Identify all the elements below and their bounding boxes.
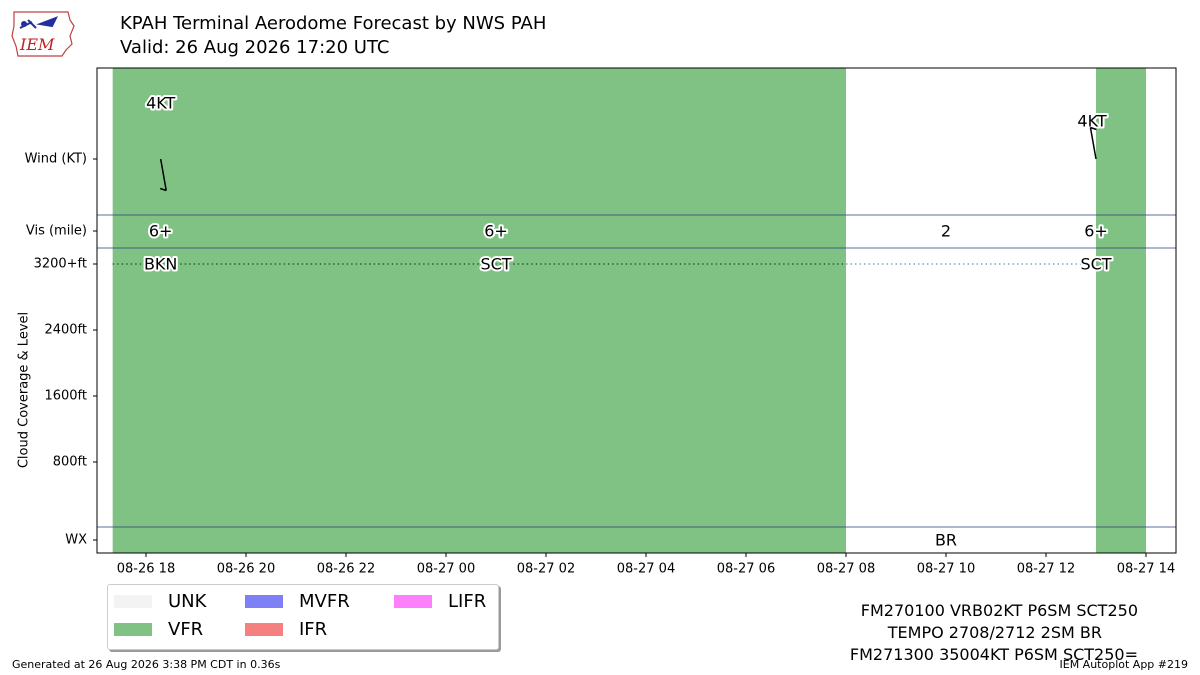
legend-swatch-mvfr — [245, 594, 283, 608]
wind-label: 4KT — [1077, 112, 1106, 131]
legend-swatch-lifr — [394, 594, 432, 608]
legend-label-vfr: VFR — [168, 618, 204, 640]
y-tick-label: 2400ft — [44, 323, 87, 338]
vis-label: 6+ — [484, 222, 508, 241]
legend-swatch-unk — [114, 594, 152, 608]
x-tick-label: 08-27 06 — [717, 562, 775, 577]
x-tick-label: 08-27 00 — [417, 562, 475, 577]
wind-barb — [159, 158, 167, 191]
legend-label-unk: UNK — [168, 590, 207, 612]
y-axis: Wind (KT) Vis (mile) WX 3200+ft 2400ft 1600ft… — [17, 152, 97, 548]
legend-item-vfr: VFR — [114, 618, 203, 640]
taf-line: FM270100 VRB02KT P6SM SCT250 — [860, 601, 1138, 620]
legend-label-lifr: LIFR — [448, 590, 487, 612]
footer-app: IEM Autoplot App #219 — [1059, 658, 1189, 671]
vis-label: 2 — [941, 222, 951, 241]
wind-barb-flag — [1090, 126, 1097, 131]
chart-title: KPAH Terminal Aerodome Forecast by NWS P… — [120, 13, 547, 34]
legend: UNK VFR MVFR IFR LIFR — [107, 584, 499, 650]
plot-frame — [96, 67, 1177, 554]
x-axis: 08-26 18 08-26 20 08-26 22 08-27 00 08-27 02… — [117, 553, 1175, 577]
y-tick-label: Vis (mile) — [26, 224, 87, 239]
x-tick-label: 08-27 08 — [817, 562, 875, 577]
y-tick-label: 3200+ft — [34, 257, 87, 272]
x-tick-label: 08-27 02 — [517, 562, 575, 577]
y-tick-label: Wind (KT) — [25, 152, 87, 167]
taf-line: TEMPO 2708/2712 2SM BR — [887, 623, 1102, 642]
wind-label: 4KT — [146, 94, 175, 113]
x-tick-label: 08-27 10 — [917, 562, 975, 577]
row-separators — [97, 214, 1176, 528]
chart-subtitle: Valid: 26 Aug 2026 17:20 UTC — [120, 37, 390, 58]
wind-barb — [1089, 127, 1097, 160]
legend-swatch-vfr — [114, 622, 152, 636]
legend-swatch-ifr — [245, 622, 283, 636]
wx-label: BR — [935, 531, 957, 550]
y-tick-label: 1600ft — [44, 389, 87, 404]
logo-text: IEM — [19, 35, 55, 54]
legend-item-unk: UNK — [114, 590, 206, 612]
legend-item-lifr: LIFR — [394, 590, 486, 612]
x-tick-label: 08-27 12 — [1017, 562, 1075, 577]
iem-logo: IEM — [10, 6, 78, 58]
cloud-label: BKN — [144, 255, 177, 274]
x-tick-label: 08-26 22 — [317, 562, 375, 577]
wind-barb-flag — [159, 187, 167, 192]
y-tick-label: 800ft — [53, 455, 87, 470]
value-labels: 6+ 6+ 2 6+ BKN SCT SCT BR — [142, 220, 1114, 552]
legend-label-mvfr: MVFR — [299, 590, 350, 612]
legend-item-mvfr: MVFR — [245, 590, 350, 612]
legend-label-ifr: IFR — [299, 618, 328, 640]
taf-text: FM270100 VRB02KT P6SM SCT250 TEMPO 2708/2… — [850, 600, 1138, 666]
x-tick-label: 08-26 18 — [117, 562, 175, 577]
vis-label: 6+ — [149, 222, 173, 241]
y-axis-label: Cloud Coverage & Level — [17, 312, 32, 468]
legend-item-ifr: IFR — [245, 618, 327, 640]
period-vfr — [1096, 68, 1146, 553]
cloud-label: SCT — [1080, 255, 1111, 274]
y-tick-label: WX — [65, 533, 87, 548]
vis-label: 6+ — [1084, 222, 1108, 241]
x-tick-label: 08-26 20 — [217, 562, 275, 577]
cloud-label: SCT — [480, 255, 511, 274]
flight-category-periods — [112, 68, 1146, 553]
x-tick-label: 08-27 14 — [1117, 562, 1175, 577]
wind-barbs: 4KT 4KT — [144, 92, 1109, 192]
taf-line: FM271300 35004KT P6SM SCT250= — [849, 645, 1138, 664]
x-tick-label: 08-27 04 — [617, 562, 675, 577]
period-vfr — [112, 68, 846, 553]
footer-generated: Generated at 26 Aug 2026 3:38 PM CDT in … — [12, 658, 281, 671]
